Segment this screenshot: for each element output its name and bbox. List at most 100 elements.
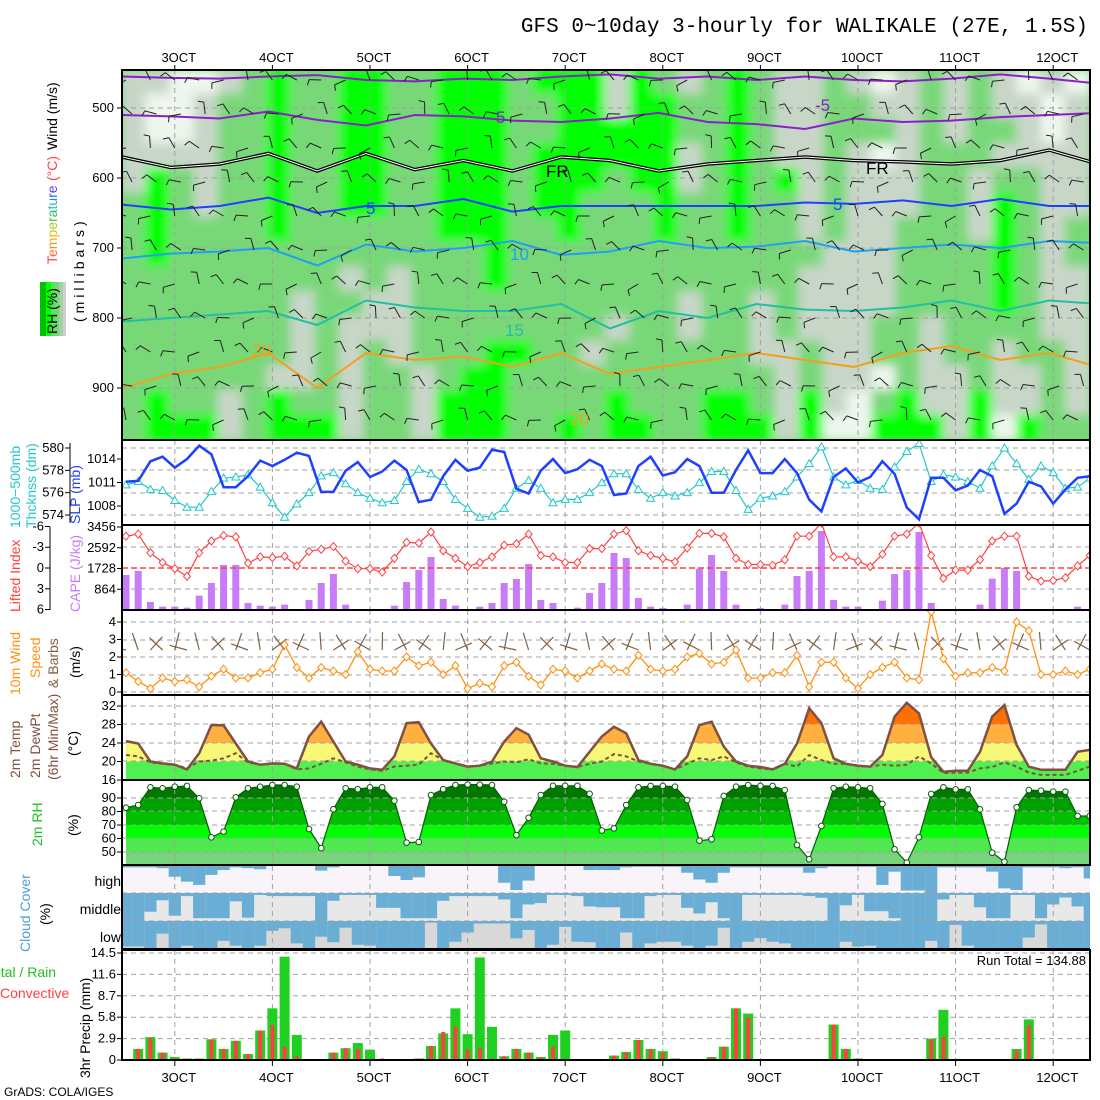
cloud-high-bar xyxy=(620,866,633,868)
li-point xyxy=(536,550,545,561)
wind-barb-flag xyxy=(867,142,872,148)
cloud-high-bar xyxy=(595,866,608,871)
rh-cell xyxy=(943,266,970,293)
temp-tick-label: 20 xyxy=(102,754,116,769)
cloud-low-bar xyxy=(644,921,657,944)
wind-barb-flag xyxy=(705,239,712,242)
li-point xyxy=(719,532,728,542)
rh-cell xyxy=(701,365,728,392)
wind-barb-flag xyxy=(892,275,899,280)
cloud-high-bar xyxy=(205,866,218,875)
li-point xyxy=(890,531,899,541)
rh-cell xyxy=(1064,315,1090,343)
wind-barb xyxy=(236,147,249,153)
wind-barb-flag xyxy=(501,72,507,78)
cape-bar xyxy=(854,606,862,610)
wind-barb xyxy=(460,341,469,353)
wind-barb xyxy=(165,72,176,81)
rh-cell xyxy=(459,266,486,293)
thick-tick-label: 574 xyxy=(42,507,64,522)
rh-band xyxy=(126,838,1090,852)
rh-cell xyxy=(484,217,511,244)
wind-barb-flag xyxy=(476,346,482,352)
rh-cell xyxy=(968,315,995,343)
cape-bar xyxy=(976,604,984,610)
rh-cell xyxy=(629,70,656,96)
wind-barb xyxy=(604,411,615,421)
rh-cell xyxy=(605,241,632,269)
wind-barb xyxy=(126,171,133,183)
precip-convective-bar xyxy=(477,1048,482,1060)
rh-cell xyxy=(895,291,922,318)
wind10-barb xyxy=(621,642,639,651)
rh-cell xyxy=(943,70,970,96)
wind-barb-flag xyxy=(337,104,344,109)
wind-barb xyxy=(632,245,645,251)
wind-barb xyxy=(242,317,255,324)
wind10-barb xyxy=(1055,634,1066,651)
rh-cell xyxy=(580,118,607,145)
rh-cell xyxy=(774,167,801,195)
wind10-barb xyxy=(647,632,652,651)
rh-cell xyxy=(532,266,559,293)
wind-barb xyxy=(316,272,322,285)
cape-bar xyxy=(610,553,618,610)
rh-cell xyxy=(847,266,874,293)
cloud-high-bar xyxy=(864,866,877,867)
contour-label-freezing: FR xyxy=(866,159,889,178)
rh-cell xyxy=(314,217,341,244)
wind-barb-flag xyxy=(672,276,679,281)
wind10-speed-point xyxy=(134,676,143,687)
cloud-middle-bar xyxy=(241,893,255,918)
wind-barb-flag xyxy=(826,240,833,244)
rh-cell xyxy=(992,365,1019,392)
cloud-low-bar xyxy=(461,921,474,933)
wind-barb-flag xyxy=(267,391,270,398)
cloud-low-bar xyxy=(339,921,352,928)
wind-barb xyxy=(270,240,279,251)
wind-barb xyxy=(494,306,499,319)
rh-cell xyxy=(580,143,607,170)
precip-convective-bar xyxy=(343,1048,348,1060)
cloud-middle-bar xyxy=(339,893,352,895)
li-point xyxy=(365,563,375,574)
wind10-speed-point xyxy=(365,664,375,675)
wind10-speed-point xyxy=(988,662,997,673)
wind-barb-flag xyxy=(550,146,554,153)
rh-cell xyxy=(217,217,244,244)
wind-barb-flag xyxy=(696,281,701,288)
wind-barb xyxy=(772,79,785,83)
panel-frame xyxy=(121,779,1091,866)
cape-bar xyxy=(159,606,167,610)
date-label-bottom: 7OCT xyxy=(552,1070,587,1085)
rh-cell xyxy=(532,70,559,96)
wind-barb-flag xyxy=(312,377,319,382)
rh-cell xyxy=(122,241,148,269)
wind-barb xyxy=(431,144,444,149)
rh-cell xyxy=(266,389,293,417)
wind-barb xyxy=(731,242,743,251)
wind-barb xyxy=(950,136,957,149)
wind-tick-label: 4 xyxy=(109,614,116,629)
cloud-middle-bar xyxy=(424,893,438,919)
rh-point xyxy=(525,814,532,822)
wind-barb-flag xyxy=(710,304,717,307)
wind-barb-flag xyxy=(1027,236,1034,239)
rh-cell xyxy=(1016,414,1043,440)
cloud-title: Cloud Cover xyxy=(17,874,33,952)
thickness-point xyxy=(523,475,534,484)
rh-cell xyxy=(605,70,632,96)
rh-cell xyxy=(193,167,220,195)
rh-cell xyxy=(871,118,898,145)
wind10-speed-point xyxy=(280,639,289,650)
rh-point xyxy=(342,784,349,792)
wind-barb xyxy=(339,382,352,387)
wind-barb xyxy=(535,312,548,319)
rh-cell xyxy=(266,217,293,244)
rh-point xyxy=(244,784,252,792)
wind-barb xyxy=(310,351,322,359)
wind-barb xyxy=(822,215,834,221)
wind-barb-flag xyxy=(673,149,676,156)
wind-barb-flag xyxy=(233,214,237,221)
rh-cell xyxy=(193,291,220,318)
